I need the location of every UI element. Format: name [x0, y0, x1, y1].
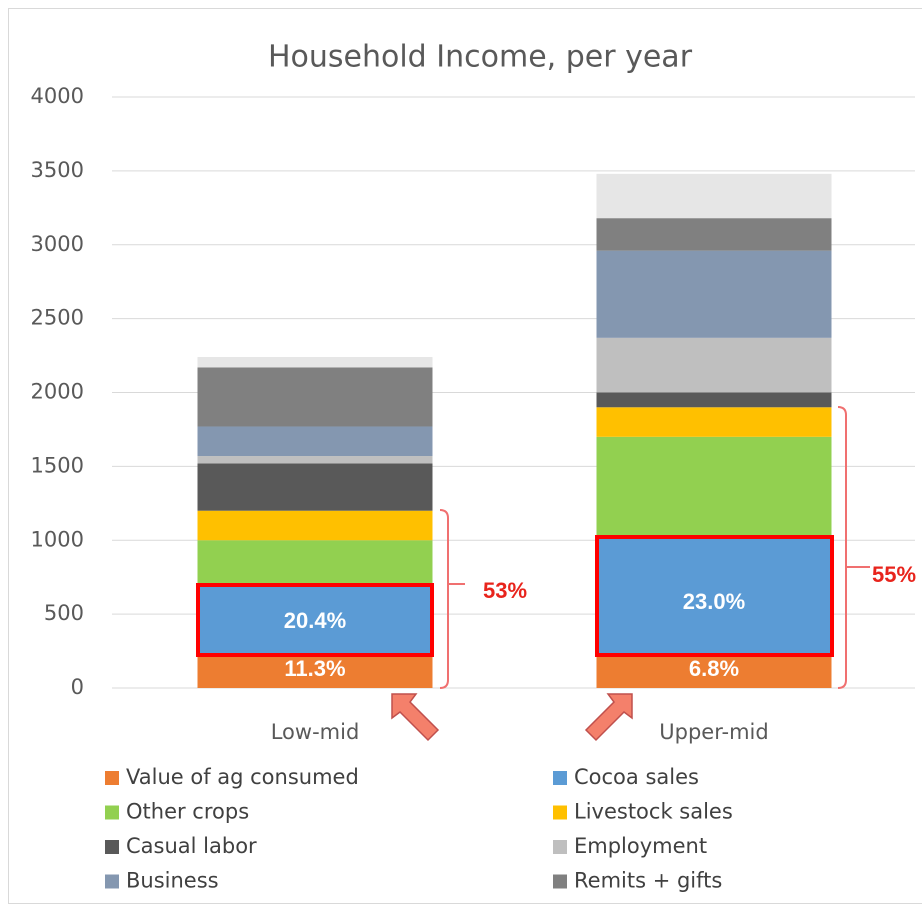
- legend-swatch: [553, 771, 567, 785]
- annotation: 23.0%: [683, 589, 745, 614]
- legend-label: Casual labor: [126, 834, 257, 858]
- bar-segment: [596, 535, 832, 654]
- bar-segment: [596, 436, 832, 536]
- y-tick-label: 1500: [31, 453, 84, 477]
- x-tick-label: Low-mid: [271, 720, 360, 744]
- legend-label: Other crops: [126, 800, 249, 824]
- y-tick-label: 0: [71, 675, 84, 699]
- bar-segment: [596, 392, 832, 408]
- bar-segment: [197, 540, 433, 585]
- legend-swatch: [553, 874, 567, 889]
- bar-segment: [596, 337, 832, 393]
- arrow: [584, 693, 633, 742]
- bar-segment: [596, 407, 832, 437]
- annotation: 6.8%: [689, 656, 739, 681]
- legend-label: Business: [126, 869, 219, 893]
- bar-segment: [197, 510, 433, 541]
- annotation: 53%: [483, 578, 527, 603]
- highlight-box: [196, 583, 434, 657]
- y-tick-label: 4000: [31, 84, 84, 108]
- legend-label: Remits + gifts: [574, 869, 722, 893]
- y-tick-label: 500: [44, 601, 84, 625]
- bar-segment: [197, 357, 433, 368]
- y-tick-label: 1000: [31, 527, 84, 551]
- annotation: 11.3%: [284, 656, 345, 681]
- bar-segment: [197, 584, 433, 655]
- y-tick-label: 3500: [31, 158, 84, 182]
- bar-segment: [197, 654, 433, 688]
- arrow: [391, 693, 440, 742]
- legend-swatch: [105, 771, 119, 785]
- legend-swatch: [553, 840, 567, 854]
- legend-label: Cocoa sales: [574, 765, 699, 789]
- bracket: [439, 509, 465, 689]
- bar-segment: [197, 426, 433, 457]
- legend-swatch: [105, 874, 119, 889]
- bar-segment: [596, 653, 832, 688]
- legend-swatch: [553, 805, 567, 820]
- highlight-box: [595, 535, 834, 657]
- bracket: [837, 406, 870, 689]
- legend-label: Livestock sales: [574, 800, 733, 824]
- bar-segment: [197, 463, 433, 511]
- legend-label: Value of ag consumed: [126, 765, 359, 789]
- bar-segment: [197, 367, 433, 427]
- bar-segment: [197, 456, 433, 464]
- legend-swatch: [105, 840, 119, 854]
- bar-segment: [596, 173, 832, 219]
- annotation: 55%: [872, 562, 916, 587]
- annotation: 20.4%: [284, 608, 346, 633]
- y-tick-label: 2500: [31, 306, 84, 330]
- legend-swatch: [105, 805, 119, 820]
- chart-title: Household Income, per year: [268, 40, 693, 75]
- plot: 0 500 1000 1500 2000 2500 3000 3500 4000 Low-mid U…: [31, 84, 915, 744]
- y-tick-label: 2000: [31, 380, 84, 404]
- annotations: 11.3% 20.4% 53% 6.8% 23.0% 55%: [196, 406, 916, 742]
- x-tick-label: Upper-mid: [659, 720, 768, 744]
- bar-segment: [596, 218, 832, 251]
- bar-segment: [596, 250, 832, 338]
- legend-label: Employment: [574, 834, 707, 858]
- y-tick-label: 3000: [31, 232, 84, 256]
